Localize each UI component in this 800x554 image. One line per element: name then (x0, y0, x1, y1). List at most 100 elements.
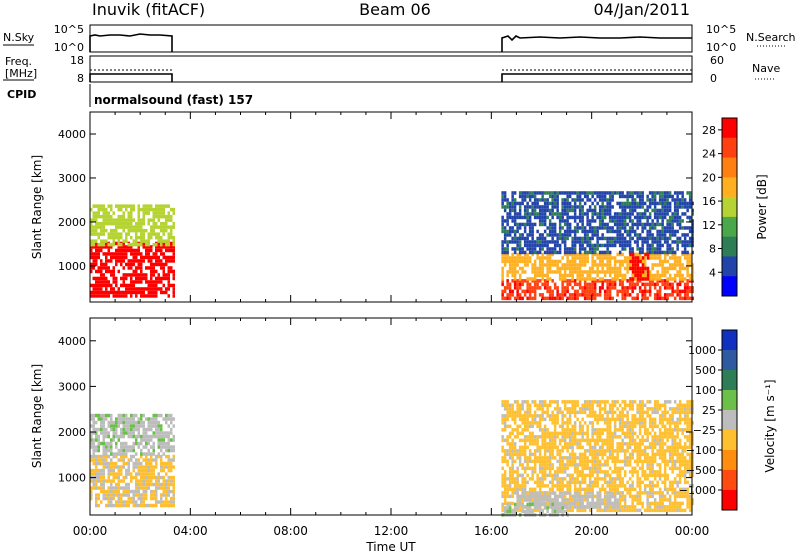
heatmap-cell (563, 247, 567, 251)
heatmap-cell (638, 198, 642, 202)
heatmap-cell (172, 290, 175, 295)
heatmap-cell (506, 243, 509, 248)
heatmap-cell (513, 417, 517, 422)
heatmap-cell (671, 212, 674, 216)
heatmap-cell (122, 255, 125, 260)
heatmap-cell (686, 417, 689, 422)
heatmap-cell (563, 286, 567, 290)
heatmap-cell (588, 226, 592, 230)
heatmap-cell (556, 205, 559, 209)
heatmap-cell (112, 276, 115, 281)
heatmap-cell (568, 431, 572, 436)
heatmap-cell (142, 475, 145, 480)
heatmap-cell (107, 266, 110, 270)
heatmap-cell (95, 448, 98, 453)
heatmap-cell (691, 400, 694, 404)
heatmap-cell (596, 403, 599, 408)
heatmap-cell (603, 442, 607, 446)
heatmap-cell (102, 211, 105, 215)
heatmap-cell (648, 417, 652, 422)
heatmap-cell (140, 276, 143, 281)
heatmap-cell (648, 229, 652, 234)
heatmap-cell (631, 296, 634, 301)
heatmap-cell (651, 473, 654, 478)
heatmap-cell (643, 270, 647, 274)
heatmap-cell (115, 283, 118, 288)
heatmap-cell (603, 252, 607, 257)
heatmap-cell (578, 250, 582, 255)
heatmap-cell (578, 252, 582, 257)
heatmap-cell (526, 403, 529, 408)
heatmap-cell (671, 459, 674, 464)
heatmap-cell (521, 438, 524, 443)
heatmap-cell (573, 270, 577, 274)
heatmap-cell (626, 212, 629, 216)
heatmap-cell (521, 417, 524, 422)
heatmap-cell (112, 427, 115, 432)
heatmap-cell (688, 201, 692, 206)
heatmap-cell (147, 482, 150, 487)
heatmap-cell (132, 500, 135, 504)
heatmap-cell (167, 245, 170, 249)
heatmap-cell (172, 445, 175, 449)
heatmap-cell (548, 286, 552, 290)
heatmap-cell (613, 259, 617, 264)
heatmap-cell (531, 201, 534, 206)
heatmap-cell (107, 461, 110, 466)
heatmap-cell (122, 448, 125, 453)
heatmap-cell (621, 442, 624, 446)
heatmap-cell (608, 445, 612, 450)
heatmap-cell (92, 211, 95, 215)
heatmap-cell (666, 400, 669, 404)
heatmap-cell (648, 466, 652, 471)
heatmap-cell (558, 277, 562, 281)
heatmap-cell (110, 242, 113, 247)
heatmap-cell (678, 293, 682, 297)
heatmap-cell (641, 452, 644, 457)
heatmap-cell (125, 273, 128, 277)
heatmap-cell (621, 215, 624, 220)
heatmap-cell (653, 410, 657, 415)
heatmap-cell (172, 255, 175, 260)
heatmap-cell (523, 452, 527, 457)
heatmap-cell (663, 282, 667, 287)
heatmap-cell (100, 482, 103, 487)
heatmap-cell (623, 442, 627, 446)
heatmap-cell (508, 445, 512, 450)
heatmap-cell (673, 215, 677, 220)
heatmap-cell (573, 459, 577, 464)
colorbar-swatch (722, 177, 737, 198)
heatmap-cell (551, 421, 554, 425)
heatmap-cell (105, 255, 108, 260)
heatmap-cell (638, 459, 642, 464)
heatmap-cell (543, 282, 547, 287)
heatmap-cell (566, 252, 569, 257)
heatmap-cell (691, 236, 694, 241)
heatmap-cell (548, 226, 552, 230)
heatmap-cell (155, 245, 158, 249)
heatmap-cell (631, 452, 634, 457)
heatmap-cell (506, 270, 509, 274)
heatmap-cell (596, 459, 599, 464)
heatmap-cell (576, 470, 579, 474)
heatmap-cell (526, 194, 529, 199)
heatmap-cell (563, 243, 567, 248)
cpid-label: CPID (7, 88, 36, 101)
heatmap-cell (130, 259, 133, 263)
heatmap-cell (673, 229, 677, 234)
heatmap-cell (100, 454, 103, 459)
heatmap-cell (586, 273, 589, 278)
heatmap-cell (115, 225, 118, 229)
heatmap-cell (636, 501, 639, 506)
heatmap-cell (521, 191, 524, 195)
heatmap-cell (583, 277, 587, 281)
heatmap-cell (563, 293, 567, 297)
heatmap-cell (631, 191, 634, 195)
heatmap-cell (122, 290, 125, 295)
heatmap-cell (518, 438, 522, 443)
heatmap-cell (511, 403, 514, 408)
heatmap-cell (130, 283, 133, 288)
heatmap-cell (132, 273, 135, 277)
heatmap-cell (643, 273, 647, 278)
heatmap-cell (546, 296, 549, 301)
